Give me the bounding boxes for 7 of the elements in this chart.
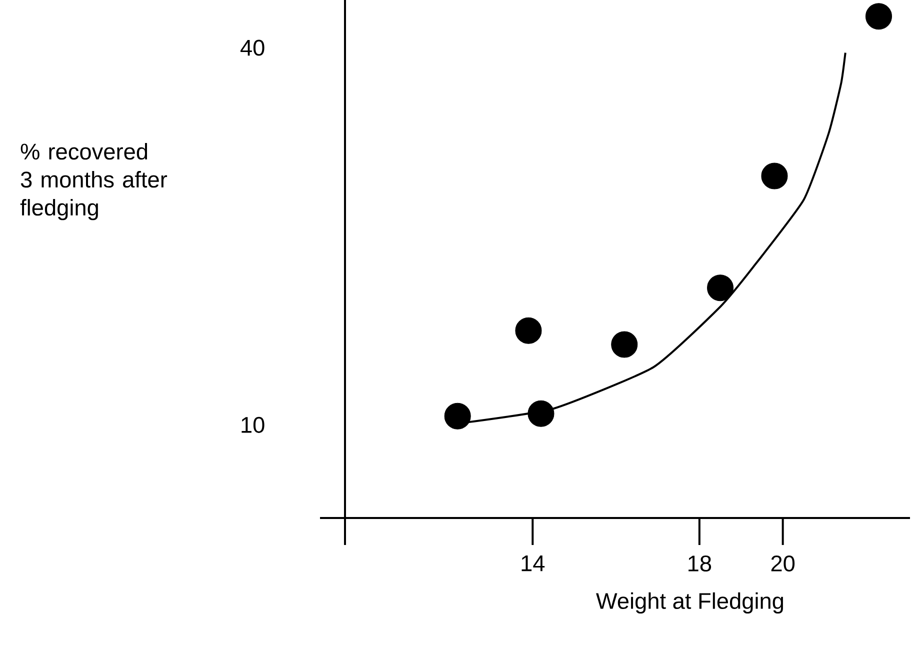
x-tick-label: 20 [771,555,795,572]
y-tick-label: 40 [240,40,264,56]
y-axis-title: % recovered 3 months after fledging [20,143,168,220]
y-tick-label: 10 [242,416,264,433]
x-tick-label: 18 [688,555,712,572]
x-axis-title: Weight at Fledging [596,592,784,614]
x-tick-label: 14 [522,555,545,572]
